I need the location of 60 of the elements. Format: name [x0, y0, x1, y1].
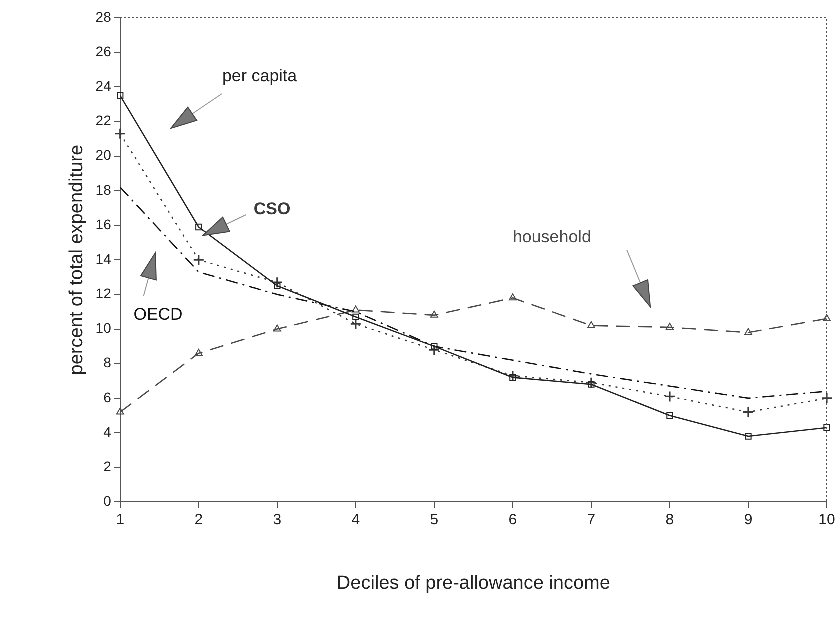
- point: [273, 324, 282, 332]
- y-axis-title: percent of total expenditure: [66, 144, 88, 376]
- x-tick-label: 6: [508, 511, 518, 528]
- x-tick-label: 5: [430, 511, 439, 528]
- point: [431, 343, 438, 350]
- point: [352, 314, 360, 320]
- point: [274, 282, 281, 290]
- x-tick-label: 9: [744, 511, 753, 528]
- x-tick-label: 1: [116, 511, 125, 528]
- point: [664, 390, 676, 403]
- x-tick-label: 2: [194, 511, 204, 528]
- point: [196, 224, 202, 231]
- y-tick-label: 22: [96, 112, 112, 129]
- y-tick-label: 6: [104, 389, 112, 406]
- point: [117, 92, 124, 100]
- y-tick-label: 8: [104, 354, 112, 371]
- point: [821, 392, 833, 404]
- x-tick-label: 3: [273, 511, 282, 528]
- x-tick-label: 10: [818, 511, 836, 528]
- point: [588, 381, 595, 388]
- point: [744, 328, 752, 336]
- y-tick-label: 14: [96, 250, 112, 267]
- point: [586, 377, 598, 389]
- text: OECD: [134, 305, 183, 324]
- x-axis-title: Deciles of pre-allowance income: [336, 572, 610, 594]
- point: [428, 344, 440, 356]
- y-tick-label: 2: [104, 458, 112, 474]
- y-tick-label: 10: [96, 320, 112, 336]
- text: household: [512, 227, 592, 246]
- y-tick-label: 28: [96, 8, 112, 25]
- y-tick-label: 26: [96, 43, 112, 60]
- text: per capita: [222, 66, 298, 86]
- point: [666, 412, 674, 420]
- y-tick-label: 12: [96, 286, 112, 302]
- x-tick-label: 7: [587, 511, 596, 528]
- point: [116, 408, 124, 415]
- point: [666, 323, 674, 330]
- point: [824, 424, 830, 432]
- point: [510, 374, 516, 382]
- point: [430, 310, 438, 318]
- point: [587, 321, 596, 328]
- point: [742, 406, 754, 418]
- point: [194, 348, 203, 356]
- point: [114, 128, 126, 140]
- text: CSO: [254, 200, 291, 219]
- y-tick-label: 16: [96, 216, 112, 232]
- y-tick-label: 18: [96, 182, 112, 198]
- point: [823, 314, 831, 322]
- y-tick-label: 4: [104, 424, 112, 440]
- x-tick-label: 4: [352, 511, 360, 528]
- y-tick-label: 24: [96, 78, 112, 94]
- point: [193, 254, 205, 266]
- y-tick-label: 20: [96, 147, 112, 164]
- point: [508, 294, 517, 301]
- x-tick-label: 8: [666, 511, 674, 528]
- point: [350, 318, 362, 330]
- point: [272, 276, 284, 288]
- y-tick-label: 0: [104, 493, 112, 510]
- point: [352, 306, 360, 313]
- point: [745, 433, 752, 440]
